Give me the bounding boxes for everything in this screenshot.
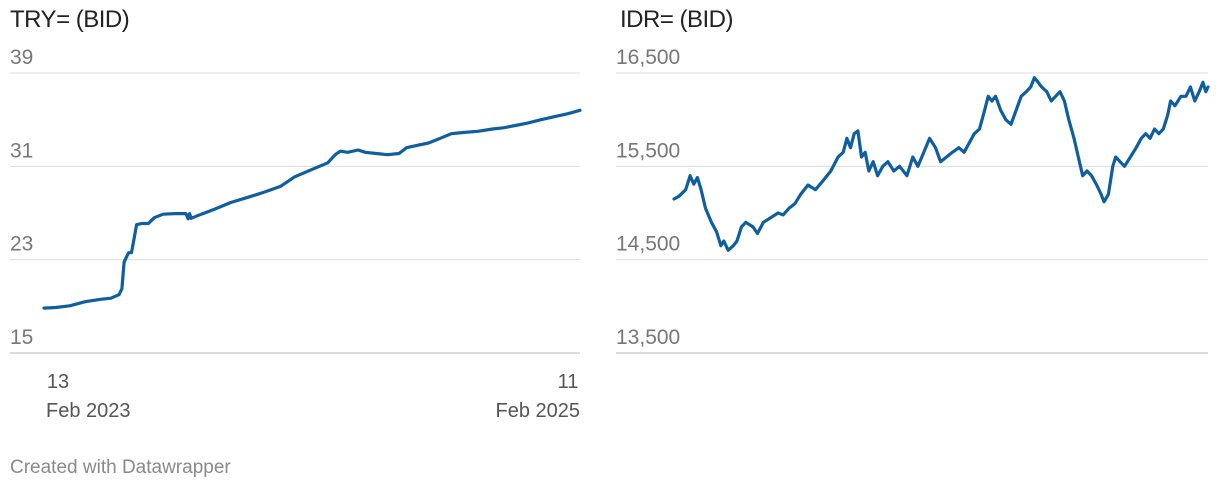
datawrapper-credit: Created with Datawrapper bbox=[10, 457, 231, 478]
try-series-line bbox=[42, 108, 582, 310]
idr-chart-title: IDR= (BID) bbox=[620, 6, 734, 33]
try-x-tick-month: Feb 2023 bbox=[46, 400, 131, 422]
try-chart-panel: TRY= (BID) 15 23 31 39 13 Feb 2023 11 Feb 2025 bbox=[0, 0, 590, 430]
try-x-tick-day: 11 bbox=[558, 371, 579, 393]
idr-y-tick-label: 14,500 bbox=[616, 233, 680, 256]
try-y-tick-label: 31 bbox=[10, 139, 33, 162]
try-chart-title: TRY= (BID) bbox=[10, 6, 130, 33]
idr-series-line bbox=[672, 76, 1210, 252]
try-y-tick-label: 39 bbox=[10, 46, 33, 69]
idr-y-tick-label: 15,500 bbox=[616, 139, 680, 162]
idr-y-tick-label: 13,500 bbox=[616, 326, 680, 349]
try-line-chart: 15 23 31 39 13 Feb 2023 11 Feb 2025 bbox=[10, 46, 582, 422]
idr-chart-panel: IDR= (BID) 13,500 14,500 15,500 16,500 bbox=[610, 0, 1210, 430]
idr-y-tick-label: 16,500 bbox=[616, 46, 680, 69]
idr-line-chart: 13,500 14,500 15,500 16,500 bbox=[616, 46, 1210, 354]
try-y-tick-label: 15 bbox=[10, 326, 33, 349]
try-y-tick-label: 23 bbox=[10, 233, 33, 256]
try-x-tick-month: Feb 2025 bbox=[495, 400, 580, 422]
try-x-tick-day: 13 bbox=[47, 371, 69, 393]
